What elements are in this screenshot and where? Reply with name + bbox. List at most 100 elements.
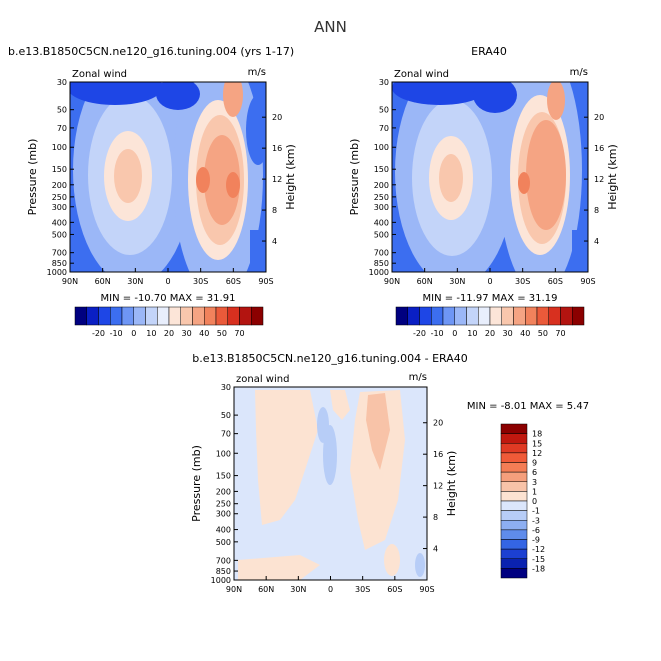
colorbar-swatch	[500, 510, 528, 521]
y-tick-label: 50	[221, 411, 231, 420]
y2-tick-label: 8	[594, 206, 599, 215]
colorbar-swatch	[500, 443, 528, 454]
panel-era40-unit-label: m/s	[570, 67, 588, 78]
x-tick-label: 60N	[258, 585, 274, 594]
panel-diff-unit-label: m/s	[409, 372, 427, 383]
colorbar-swatch	[500, 568, 528, 579]
colorbar-swatch	[110, 306, 123, 326]
y-tick-label: 300	[374, 203, 389, 212]
y-tick-label: 700	[374, 249, 389, 258]
y-tick-label: 400	[216, 526, 231, 535]
colorbar-label: 0	[131, 329, 136, 338]
y2-tick-label: 12	[433, 482, 443, 491]
y2-tick-label: 20	[594, 113, 604, 122]
y-tick-label: 400	[374, 218, 389, 227]
y-axis-title: Pressure (mb)	[348, 139, 361, 216]
y-tick-label: 50	[57, 106, 67, 115]
colorbar-label: 50	[217, 329, 227, 338]
colorbar-label: 1	[532, 487, 537, 496]
y-tick-label: 200	[216, 487, 231, 496]
panel-model-stats: MIN = -10.70 MAX = 31.91	[101, 293, 236, 304]
colorbar-label: -18	[532, 564, 545, 573]
colorbar-label: 20	[164, 329, 174, 338]
y2-axis-title: Height (km)	[606, 144, 619, 210]
colorbar-label: -9	[532, 536, 540, 545]
x-tick-label: 60S	[226, 277, 241, 286]
colorbar-swatch	[180, 306, 193, 326]
colorbar-swatch	[548, 306, 561, 326]
y-tick-label: 500	[374, 230, 389, 239]
y-tick-label: 250	[52, 193, 67, 202]
y-tick-label: 70	[221, 430, 231, 439]
y-tick-label: 300	[216, 510, 231, 519]
y-tick-label: 30	[379, 78, 389, 87]
colorbar-label: 12	[532, 449, 542, 458]
y-tick-label: 850	[216, 567, 231, 576]
y-tick-label: 70	[57, 124, 67, 133]
y-tick-label: 1000	[47, 268, 67, 277]
colorbar-swatch	[133, 306, 146, 326]
x-tick-label: 30N	[290, 585, 306, 594]
y2-axis-title: Height (km)	[445, 451, 458, 517]
panel-era40: ERA40 Zonal wind m/s 90N 60N 30N 0 30S 60S 90S…	[348, 45, 619, 304]
colorbar-swatch	[431, 306, 444, 326]
panel-era40-axes: 90N 60N 30N 0 30S 60S 90S 30 50 70 100 150 200 250300…	[348, 78, 619, 286]
colorbar-swatch	[500, 558, 528, 569]
y2-tick-label: 20	[272, 113, 282, 122]
colorbar-swatch	[442, 306, 455, 326]
colorbar-label: 9	[532, 459, 537, 468]
y-tick-label: 100	[374, 143, 389, 152]
panel-diff-stats: MIN = -8.01 MAX = 5.47	[467, 401, 589, 412]
page-title: ANN	[314, 18, 347, 36]
panel-diff-title: b.e13.B1850C5CN.ne120_g16.tuning.004 - E…	[192, 352, 467, 365]
colorbar-label: 0	[532, 497, 537, 506]
colorbar-swatch	[500, 481, 528, 492]
y2-tick-label: 12	[594, 175, 604, 184]
colorbar-swatch	[500, 491, 528, 502]
colorbar-swatch	[419, 306, 432, 326]
y-tick-label: 700	[216, 556, 231, 565]
colorbar-label: 10	[467, 329, 477, 338]
x-tick-label: 0	[328, 585, 333, 594]
y2-tick-label: 4	[433, 545, 438, 554]
y-tick-label: 500	[216, 538, 231, 547]
colorbar-label: 10	[146, 329, 156, 338]
panel-model-title: b.e13.B1850C5CN.ne120_g16.tuning.004 (yr…	[8, 45, 294, 58]
colorbar-swatch	[204, 306, 217, 326]
y-tick-label: 1000	[211, 576, 231, 585]
colorbar-label: 30	[503, 329, 513, 338]
x-tick-label: 30S	[515, 277, 530, 286]
colorbar-swatch	[395, 306, 408, 326]
colorbar-label: -1	[532, 507, 540, 516]
colorbar-swatch	[466, 306, 479, 326]
y2-tick-label: 16	[433, 450, 443, 459]
colorbar-label: -10	[431, 329, 444, 338]
colorbar-swatch	[121, 306, 134, 326]
colorbar-swatch	[500, 452, 528, 463]
y-tick-label: 50	[379, 106, 389, 115]
colorbar-label: -20	[413, 329, 426, 338]
colorbar-swatch	[560, 306, 573, 326]
colorbar-swatch	[86, 306, 99, 326]
colorbar-swatch	[145, 306, 158, 326]
colorbar-swatch	[239, 306, 252, 326]
y2-tick-label: 4	[594, 237, 599, 246]
y2-axis-title: Height (km)	[284, 144, 297, 210]
y-tick-label: 150	[52, 165, 67, 174]
panel-model: b.e13.B1850C5CN.ne120_g16.tuning.004 (yr…	[8, 45, 297, 304]
x-tick-label: 30S	[193, 277, 208, 286]
colorbar-label: 70	[555, 329, 565, 338]
panel-era40-title: ERA40	[471, 45, 507, 58]
colorbar-label: 20	[485, 329, 495, 338]
y-tick-label: 300	[52, 203, 67, 212]
colorbar-label: 30	[182, 329, 192, 338]
colorbar-swatch	[168, 306, 181, 326]
colorbar-label: -12	[532, 545, 545, 554]
colorbar-swatch	[572, 306, 585, 326]
panel-diff-left-label: zonal wind	[236, 374, 289, 385]
panel-diff: b.e13.B1850C5CN.ne120_g16.tuning.004 - E…	[190, 352, 589, 594]
y-tick-label: 200	[52, 181, 67, 190]
colorbar-label: 40	[520, 329, 530, 338]
